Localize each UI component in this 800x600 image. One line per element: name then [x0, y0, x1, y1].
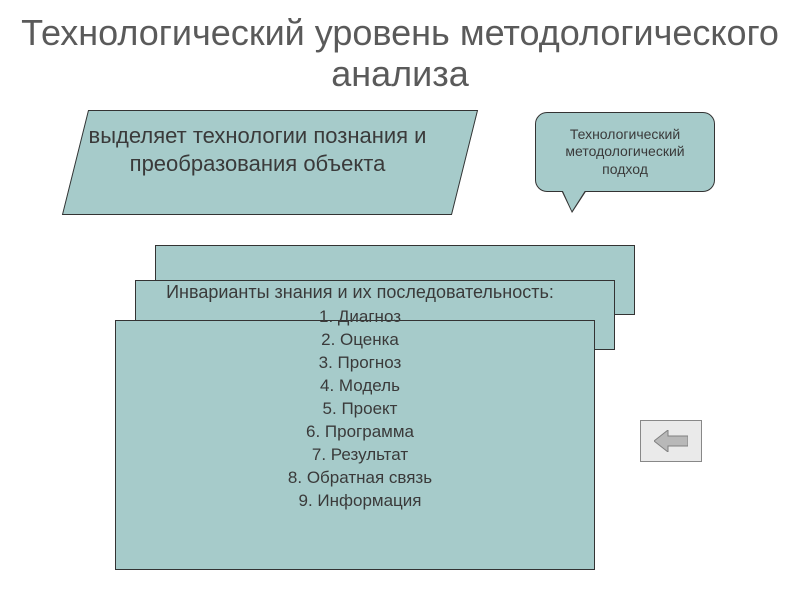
list-block: Инварианты знания и их последовательност…: [145, 280, 575, 513]
list-item: 3. Прогноз: [145, 352, 575, 375]
list-item: 6. Программа: [145, 421, 575, 444]
list-item: 9. Информация: [145, 490, 575, 513]
callout-text: Технологический методологический подход: [542, 126, 708, 179]
list-item: 7. Результат: [145, 444, 575, 467]
list-heading: Инварианты знания и их последовательност…: [145, 280, 575, 304]
callout-box: Технологический методологический подход: [535, 112, 715, 192]
page-title: Технологический уровень методологическог…: [0, 0, 800, 101]
list-item: 8. Обратная связь: [145, 467, 575, 490]
back-arrow-icon: [654, 430, 688, 452]
list-item: 4. Модель: [145, 375, 575, 398]
callout-tail: [562, 189, 586, 211]
list-item: 2. Оценка: [145, 329, 575, 352]
parallelogram-text: выделяет технологии познания и преобразо…: [80, 122, 435, 177]
back-button[interactable]: [640, 420, 702, 462]
list-item: 1. Диагноз: [145, 306, 575, 329]
list-item: 5. Проект: [145, 398, 575, 421]
